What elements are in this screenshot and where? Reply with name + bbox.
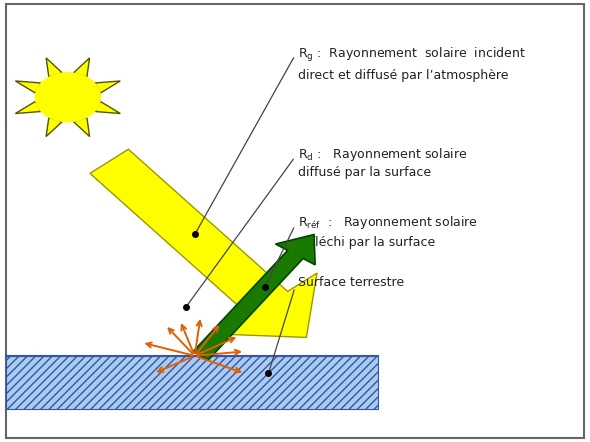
Text: réfléchi par la surface: réfléchi par la surface (298, 236, 435, 249)
Polygon shape (90, 149, 317, 337)
Text: direct et diffusé par l’atmosphère: direct et diffusé par l’atmosphère (298, 69, 509, 81)
Polygon shape (193, 235, 315, 360)
Circle shape (35, 73, 100, 122)
Polygon shape (46, 58, 62, 77)
Bar (6, 356, 378, 409)
Polygon shape (95, 81, 120, 93)
Polygon shape (46, 118, 62, 137)
Polygon shape (74, 58, 90, 77)
Polygon shape (15, 81, 41, 93)
Text: $\mathregular{R_g}$ :  Rayonnement  solaire  incident: $\mathregular{R_g}$ : Rayonnement solair… (298, 46, 526, 65)
Text: diffusé par la surface: diffusé par la surface (298, 166, 431, 179)
Polygon shape (15, 102, 41, 114)
Polygon shape (95, 102, 120, 114)
Text: Surface terrestre: Surface terrestre (298, 276, 404, 289)
Polygon shape (74, 118, 90, 137)
Text: $\mathregular{R_{réf}}$  :   Rayonnement solaire: $\mathregular{R_{réf}}$ : Rayonnement so… (298, 214, 478, 231)
Text: $\mathregular{R_d}$ :   Rayonnement solaire: $\mathregular{R_d}$ : Rayonnement solair… (298, 146, 467, 163)
